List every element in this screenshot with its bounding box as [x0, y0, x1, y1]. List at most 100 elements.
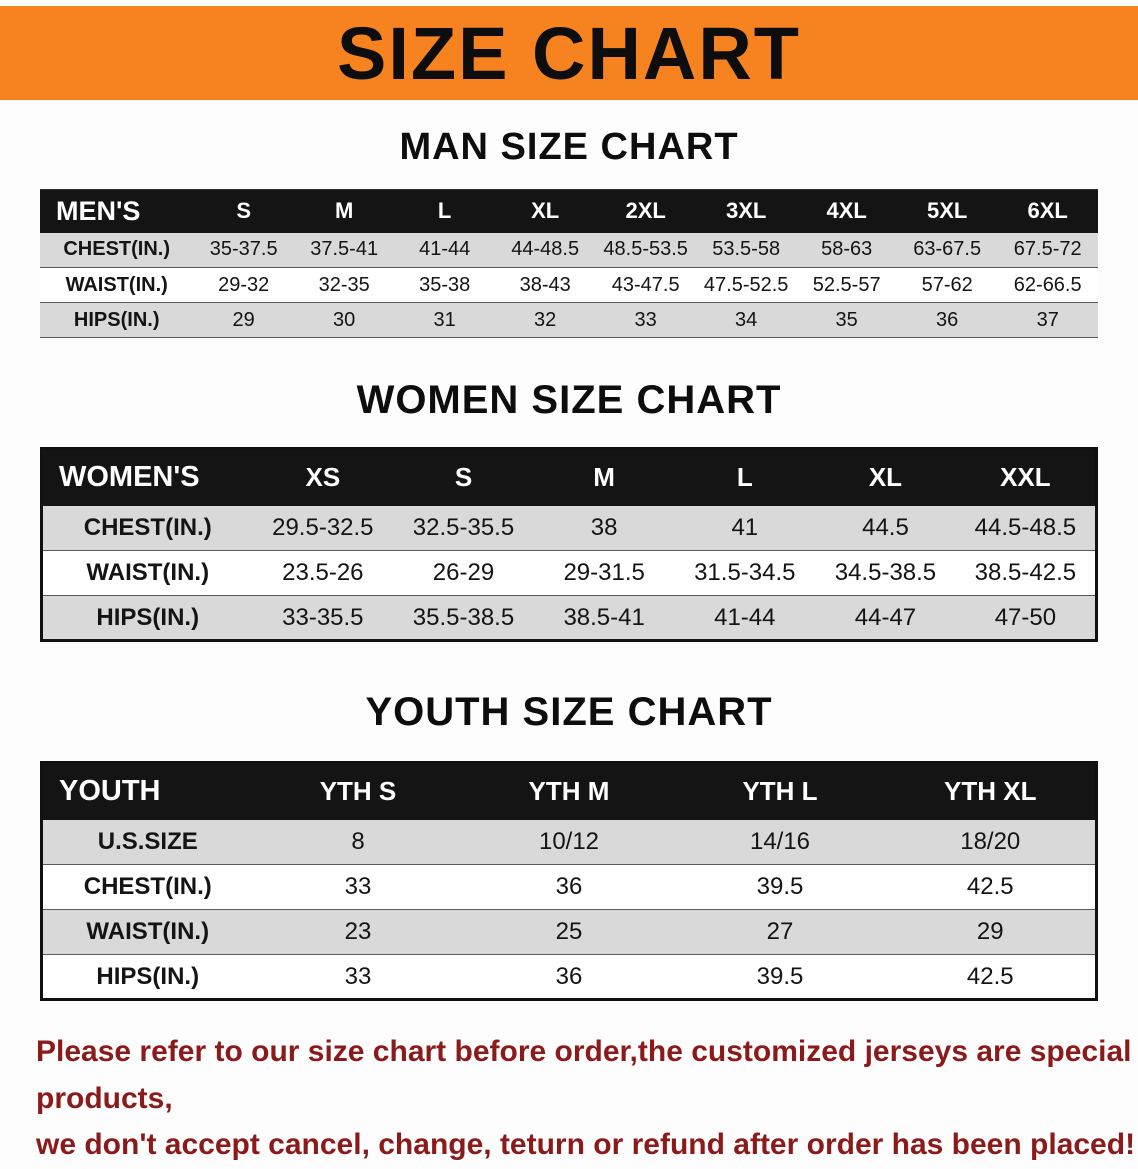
table-cell: 31.5-34.5 — [694, 559, 796, 586]
table-cell: 38.5-41 — [563, 603, 645, 631]
table-cell: 39.5 — [756, 962, 804, 990]
column-header: YTH S — [252, 762, 464, 820]
table-cell: 38.5-42.5 — [974, 559, 1077, 586]
column-header: XL — [494, 189, 596, 233]
disclaimer: Please refer to our size chart before or… — [36, 1029, 1138, 1169]
table-cell: 37.5-41 — [310, 238, 379, 261]
column-header: XXL — [955, 448, 1097, 506]
column-header: M — [533, 448, 675, 506]
table-cell: 58-63 — [821, 238, 873, 261]
table-cell: 36 — [555, 873, 583, 900]
table-cell: 29 — [232, 308, 255, 331]
table-cell: 8 — [351, 827, 365, 855]
table-cell: 39.5 — [756, 873, 804, 900]
table-cell: 26-29 — [432, 559, 495, 586]
table-cell: 34 — [735, 308, 758, 331]
table-cell: 33 — [344, 873, 372, 900]
table-cell: 41 — [731, 513, 759, 541]
table-cell: 35-37.5 — [209, 238, 278, 261]
table-cell: 37 — [1036, 308, 1059, 331]
table-cell: 32 — [534, 308, 557, 331]
header-row: MEN'S S M L XL 2XL 3XL 4XL 5XL 6XL — [40, 189, 1098, 233]
table-row: CHEST(IN.) 29.5-32.5 32.5-35.5 38 41 44.5 44.5… — [41, 505, 1097, 551]
header-row: YOUTH YTH S YTH M YTH L YTH XL — [41, 762, 1097, 820]
table-cell: 42.5 — [966, 962, 1014, 990]
column-header: XL — [815, 448, 956, 506]
row-label: HIPS(IN.) — [73, 308, 160, 331]
row-label: CHEST(IN.) — [63, 238, 171, 261]
column-header: 3XL — [695, 189, 797, 233]
table-cell: 42.5 — [966, 873, 1014, 900]
table-row: CHEST(IN.) 35-37.5 37.5-41 41-44 44-48.5 48.5… — [40, 232, 1098, 268]
table-cell: 67.5-72 — [1013, 238, 1082, 261]
column-header: 2XL — [595, 189, 696, 233]
men-heading: MAN SIZE CHART — [399, 126, 739, 168]
table-cell: 27 — [766, 918, 794, 945]
row-label: WAIST(IN.) — [65, 273, 168, 296]
table-row: WAIST(IN.) 23.5-26 26-29 29-31.5 31.5-34.5 34… — [41, 550, 1097, 596]
row-label: CHEST(IN.) — [83, 873, 212, 900]
table-cell: 36 — [936, 308, 959, 331]
women-section: WOMEN SIZE CHART WOMEN'S XS S M L XL XXL CHEST(… — [0, 378, 1138, 642]
column-header: L — [674, 448, 816, 506]
table-cell: 43-47.5 — [611, 273, 680, 296]
table-cell: 29.5-32.5 — [272, 513, 374, 541]
row-label: U.S.SIZE — [97, 827, 198, 855]
table-cell: 25 — [555, 918, 583, 945]
header-row: WOMEN'S XS S M L XL XXL — [41, 448, 1097, 506]
table-cell: 44.5 — [862, 513, 909, 541]
table-row: HIPS(IN.) 29 30 31 32 33 34 35 36 37 — [40, 302, 1098, 338]
column-header: S — [393, 448, 534, 506]
row-label: WAIST(IN.) — [86, 918, 210, 945]
column-header: YTH XL — [885, 762, 1097, 820]
table-cell: 41-44 — [419, 238, 471, 261]
table-cell: 48.5-53.5 — [603, 238, 688, 261]
women-heading: WOMEN SIZE CHART — [356, 378, 782, 422]
table-cell: 30 — [333, 308, 356, 331]
table-cell: 38 — [590, 513, 618, 541]
table-cell: 29-31.5 — [563, 559, 645, 586]
table-cell: 52.5-57 — [812, 273, 881, 296]
banner: SIZE CHART — [0, 6, 1138, 100]
youth-heading: YOUTH SIZE CHART — [365, 690, 773, 734]
column-header: 5XL — [896, 189, 998, 233]
men-section: MAN SIZE CHART MEN'S S M L XL 2XL 3XL 4XL 5XL 6XL… — [0, 126, 1138, 338]
table-row: WAIST(IN.) 23 25 27 29 — [41, 909, 1097, 955]
youth-size-table: YOUTH YTH S YTH M YTH L YTH XL U.S.SIZE 8 10/12… — [40, 761, 1098, 1001]
column-header: 6XL — [997, 189, 1098, 233]
table-cell: 35.5-38.5 — [412, 603, 515, 631]
table-cell: 44.5-48.5 — [974, 513, 1077, 541]
table-cell: 41-44 — [714, 603, 776, 631]
table-cell: 63-67.5 — [913, 238, 982, 261]
column-header: S — [193, 189, 294, 233]
table-cell: 29-32 — [218, 273, 270, 296]
table-row: HIPS(IN.) 33 36 39.5 42.5 — [41, 954, 1097, 1000]
table-cell: 47.5-52.5 — [703, 273, 789, 296]
table-cell: 57-62 — [921, 273, 973, 296]
table-cell: 53.5-58 — [712, 238, 781, 261]
table-row: CHEST(IN.) 33 36 39.5 42.5 — [41, 864, 1097, 910]
table-cell: 32-35 — [318, 273, 370, 296]
table-cell: 33-35.5 — [282, 603, 364, 631]
row-label: CHEST(IN.) — [83, 513, 212, 541]
row-label: HIPS(IN.) — [96, 603, 200, 631]
table-title-cell: YOUTH — [41, 762, 253, 820]
size-chart-page: SIZE CHART MAN SIZE CHART MEN'S S M L XL 2XL 3… — [0, 6, 1138, 1169]
youth-section: YOUTH SIZE CHART YOUTH YTH S YTH M YTH L YTH… — [0, 690, 1138, 1001]
column-header: XS — [252, 448, 394, 506]
table-cell: 35 — [835, 308, 858, 331]
table-cell: 47-50 — [994, 603, 1057, 631]
disclaimer-line-2: we don't accept cancel, change, teturn o… — [36, 1128, 1136, 1161]
table-cell: 32.5-35.5 — [412, 513, 515, 541]
table-cell: 23 — [344, 918, 372, 945]
table-cell: 44-48.5 — [511, 238, 580, 261]
table-cell: 10/12 — [538, 827, 600, 855]
row-label: WAIST(IN.) — [86, 559, 210, 586]
table-cell: 44-47 — [854, 603, 917, 631]
table-row: WAIST(IN.) 29-32 32-35 35-38 38-43 43-47.5 47.… — [40, 267, 1098, 303]
table-cell: 33 — [634, 308, 657, 331]
table-cell: 18/20 — [960, 827, 1021, 855]
table-cell: 31 — [433, 308, 456, 331]
table-cell: 36 — [555, 962, 583, 990]
column-header: L — [394, 189, 495, 233]
